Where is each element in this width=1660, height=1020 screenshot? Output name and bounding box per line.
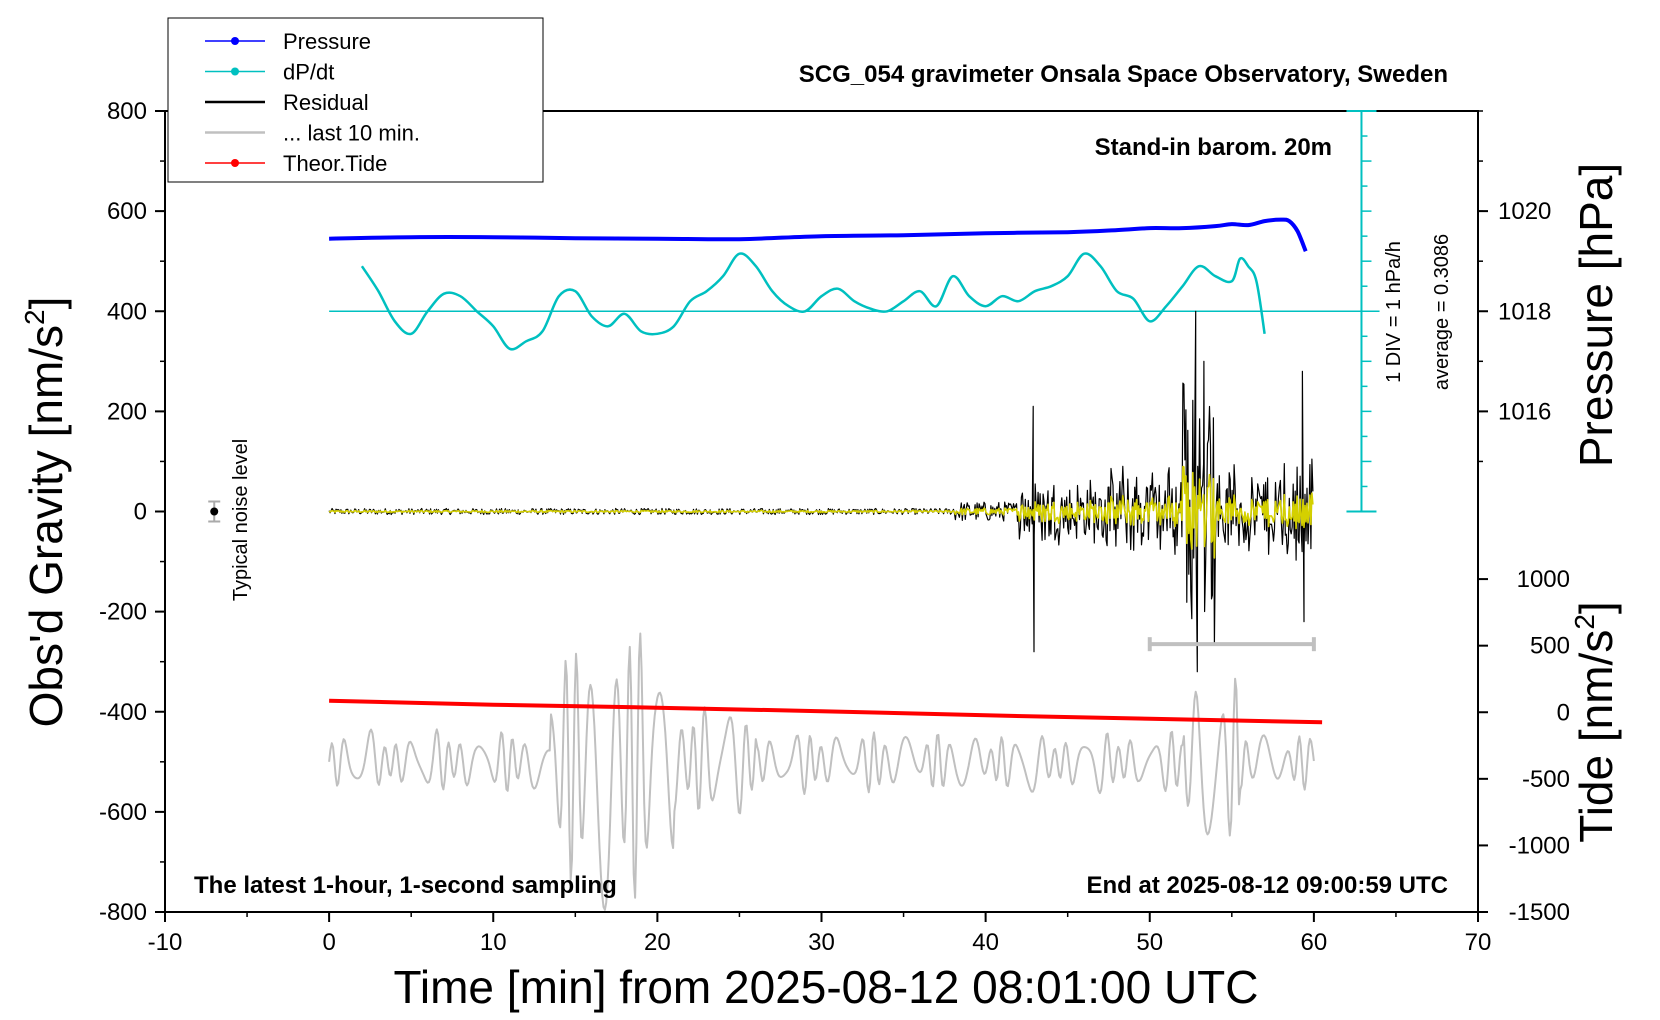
y-tick-label: -200 bbox=[99, 599, 147, 626]
x-tick-label: 70 bbox=[1465, 929, 1492, 956]
legend-marker-4 bbox=[231, 159, 239, 167]
legend: Pressure dP/dt Residual ... last 10 min. The… bbox=[167, 17, 544, 183]
x-tick-label: 0 bbox=[322, 929, 335, 956]
latest-annotation: The latest 1-hour, 1-second sampling bbox=[194, 872, 617, 899]
last10-trace bbox=[328, 632, 1315, 911]
y-tick-label: 400 bbox=[107, 298, 147, 325]
y-tick-label: 800 bbox=[107, 98, 147, 125]
y-axis-label-sup: 2 bbox=[19, 309, 50, 325]
residual-series bbox=[328, 310, 1314, 673]
tide-tick-label: -1500 bbox=[1509, 899, 1570, 926]
noise-annotation: Typical noise level bbox=[230, 439, 252, 601]
y-tick-label: -600 bbox=[99, 799, 147, 826]
y-axis-label-end: ] bbox=[20, 297, 72, 310]
x-tick-label: 50 bbox=[1136, 929, 1163, 956]
tide-axis-label-end: ] bbox=[1570, 601, 1622, 614]
pressure-series bbox=[329, 217, 1308, 252]
x-tick-label: -10 bbox=[148, 929, 183, 956]
pressure-tick-label: 1018 bbox=[1498, 298, 1551, 325]
tide-series bbox=[329, 698, 1323, 725]
legend-marker-1 bbox=[231, 67, 239, 76]
x-tick-label: 10 bbox=[480, 929, 507, 956]
x-tick-label: 60 bbox=[1301, 929, 1328, 956]
div-annotation: 1 DIV = 1 hPa/h bbox=[1383, 241, 1405, 383]
legend-label-2: Residual bbox=[283, 90, 369, 115]
stand-in-annotation: Stand-in barom. 20m bbox=[1095, 134, 1332, 161]
x-tick-label: 30 bbox=[808, 929, 835, 956]
x-axis-label: Time [min] from 2025-08-12 08:01:00 UTC bbox=[394, 961, 1259, 1013]
tide-tick-label: 0 bbox=[1557, 699, 1570, 726]
noise-point bbox=[210, 507, 219, 516]
y-tick-label: -800 bbox=[99, 899, 147, 926]
end-at-annotation: End at 2025-08-12 09:00:59 UTC bbox=[1087, 872, 1449, 899]
tide-tick-label: -500 bbox=[1522, 766, 1570, 793]
chart-title: SCG_054 gravimeter Onsala Space Observat… bbox=[799, 61, 1448, 88]
y-tick-label: -400 bbox=[99, 699, 147, 726]
legend-label-3: ... last 10 min. bbox=[283, 121, 420, 146]
tide-axis-label-text: Tide [nm/s bbox=[1570, 630, 1622, 843]
legend-label-4: Theor.Tide bbox=[283, 151, 387, 176]
tide-axis-label-sup: 2 bbox=[1569, 614, 1600, 630]
legend-box bbox=[167, 17, 544, 183]
tide-tick-label: 500 bbox=[1530, 633, 1570, 660]
series-layer bbox=[208, 110, 1380, 911]
y-tick-label: 600 bbox=[107, 198, 147, 225]
legend-marker-0 bbox=[231, 37, 239, 45]
average-annotation: average = 0.3086 bbox=[1431, 234, 1453, 390]
pressure-axis-label: Pressure [hPa] bbox=[1570, 163, 1622, 467]
tide-axis-label: Tide [nm/s2] bbox=[1569, 601, 1622, 842]
y-axis-label-text: Obs'd Gravity [nm/s bbox=[20, 325, 72, 727]
axis-ticks: -10 0 10 20 30 40 50 60 708006004002000-200-400-… bbox=[99, 98, 1570, 956]
legend-label-1: dP/dt bbox=[283, 60, 334, 85]
tide-tick-label: -1000 bbox=[1509, 832, 1570, 859]
dpdt-series bbox=[360, 252, 1266, 351]
y-tick-label: 0 bbox=[134, 499, 147, 526]
residual-filtered-series bbox=[328, 465, 1314, 559]
legend-label-0: Pressure bbox=[283, 29, 371, 54]
pressure-tick-label: 1020 bbox=[1498, 198, 1551, 225]
y-axis-label: Obs'd Gravity [nm/s2] bbox=[19, 297, 72, 728]
pressure-tick-label: 1016 bbox=[1498, 398, 1551, 425]
x-tick-label: 20 bbox=[644, 929, 671, 956]
x-tick-label: 40 bbox=[972, 929, 999, 956]
tide-tick-label: 1000 bbox=[1517, 566, 1570, 593]
y-tick-label: 200 bbox=[107, 398, 147, 425]
